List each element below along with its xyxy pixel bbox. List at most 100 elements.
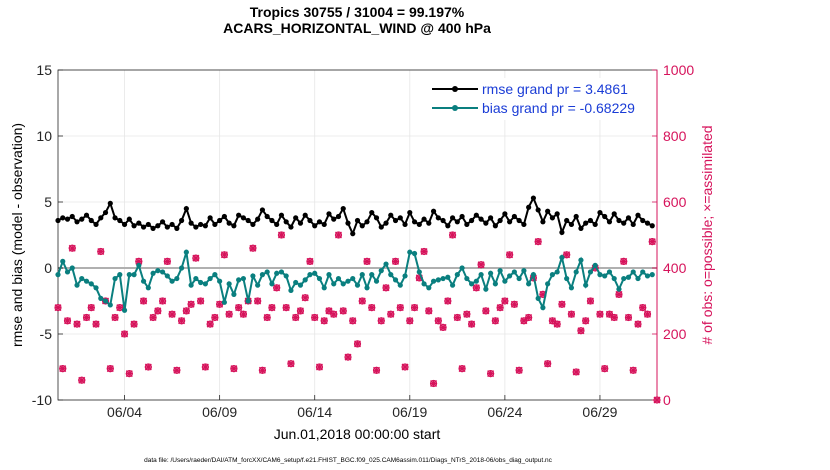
obs-assimilated-point [349, 317, 357, 325]
series [54, 195, 661, 404]
obs-assimilated-point [354, 340, 361, 348]
rmse-point [435, 215, 441, 221]
rmse-point [150, 225, 156, 231]
rmse-point [331, 216, 337, 222]
rmse-point [288, 224, 294, 230]
bias-point [454, 272, 460, 278]
rmse-point [392, 217, 399, 224]
obs-assimilated-point [491, 317, 499, 325]
bias-point [293, 279, 299, 286]
y-right-tick-label: 200 [663, 326, 687, 342]
obs-assimilated-point [387, 310, 395, 318]
bias-point [98, 295, 104, 301]
bias-point [478, 272, 484, 278]
rmse-point [83, 212, 90, 218]
rmse-point [326, 211, 332, 217]
obs-assimilated-point [544, 360, 552, 368]
bias-point [459, 265, 465, 271]
rmse-point [573, 213, 579, 220]
obs-assimilated-point [111, 314, 119, 321]
rmse-point [188, 220, 194, 226]
obs-assimilated-point [653, 396, 661, 404]
bias-point [564, 275, 570, 282]
rmse-point [530, 195, 536, 201]
obs-assimilated-point [582, 317, 590, 325]
rmse-point [60, 215, 66, 221]
obs-assimilated-point [235, 304, 243, 312]
rmse-point [502, 211, 508, 217]
bias-point [183, 249, 189, 255]
obs-assimilated-point [444, 297, 452, 305]
rmse-point [174, 225, 180, 231]
obs-assimilated-point [83, 314, 91, 321]
rmse-point [468, 217, 475, 224]
obs-assimilated-point [506, 251, 514, 259]
bias-point [335, 275, 342, 282]
bias-point [530, 272, 536, 278]
rmse-point [221, 213, 227, 220]
rmse-point [193, 224, 199, 230]
bias-point [416, 269, 422, 275]
y-right-tick-label: 400 [663, 260, 687, 276]
rmse-point [359, 223, 365, 229]
x-tick-label: 06/04 [107, 404, 142, 420]
bias-point [340, 281, 346, 287]
obs-assimilated-point [192, 254, 200, 262]
rmse-point [283, 219, 289, 225]
bias-point [549, 272, 556, 278]
obs-assimilated-point [629, 366, 637, 374]
rmse-point [212, 221, 218, 228]
bias-point [140, 278, 147, 284]
bias-point [449, 282, 456, 288]
rmse-point [250, 221, 256, 228]
bias-point [554, 269, 560, 275]
obs-assimilated-point [315, 363, 323, 371]
obs-assimilated-point [339, 307, 347, 315]
rmse-point [606, 219, 613, 225]
y-left-tick-label: -10 [32, 392, 52, 408]
bias-point [378, 268, 384, 274]
rmse-point [74, 219, 80, 225]
bias-point [516, 275, 522, 282]
rmse-line [57, 195, 653, 237]
obs-assimilated-point [463, 310, 471, 318]
bias-point [507, 273, 513, 279]
bias-point [635, 275, 641, 282]
rmse-point [383, 220, 389, 226]
bias-point [150, 270, 156, 276]
obs-assimilated-point [648, 238, 656, 246]
bias-point [221, 299, 227, 305]
obs-assimilated-point [477, 261, 485, 269]
rmse-point [321, 221, 327, 228]
obs-assimilated-point [368, 304, 376, 312]
footer-data-file: data file: /Users/raeder/DAI/ATM_forcXX/… [144, 457, 553, 464]
bias-point [521, 268, 527, 274]
rmse-point [278, 212, 285, 218]
rmse-point [583, 220, 589, 226]
obs-assimilated-point [392, 257, 400, 265]
rmse-point [430, 208, 437, 214]
obs-assimilated-point [225, 310, 233, 318]
y-left-tick-label: 15 [36, 62, 52, 78]
rmse-point [217, 217, 223, 224]
rmse-point [164, 224, 170, 230]
rmse-point [269, 217, 275, 224]
legend-rmse-label: rmse grand pr = 3.4861 [482, 81, 628, 97]
bias-point [245, 298, 251, 304]
bias-point [102, 298, 109, 304]
bias-point [426, 285, 432, 291]
obs-assimilated-point [487, 370, 495, 378]
rmse-point [307, 217, 313, 224]
bias-point [345, 278, 351, 284]
bias-point [583, 282, 589, 288]
bias-point [226, 281, 232, 287]
obs-assimilated-point [273, 284, 281, 292]
bias-point [55, 272, 61, 278]
rmse-point [454, 219, 460, 225]
rmse-point [202, 223, 208, 229]
rmse-point [492, 223, 498, 229]
bias-point [321, 285, 327, 291]
bias-point [179, 265, 185, 271]
rmse-point [592, 221, 598, 228]
